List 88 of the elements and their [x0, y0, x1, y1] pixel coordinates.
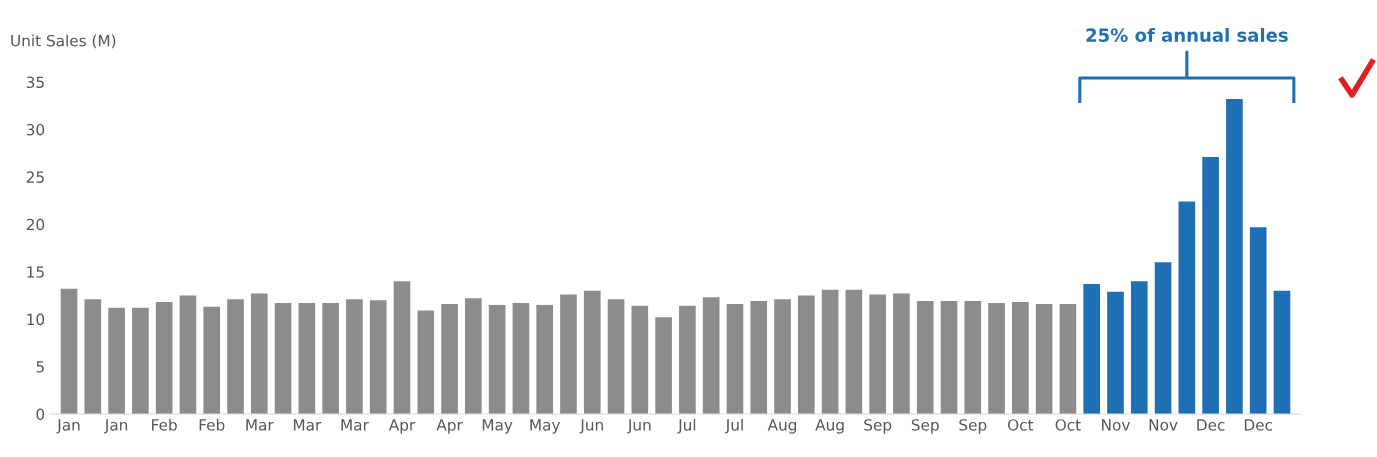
bar [1202, 156, 1219, 414]
bar [322, 303, 339, 414]
x-tick-label: Feb [152, 418, 177, 431]
y-tick-label: 15 [27, 266, 44, 278]
bar [155, 302, 173, 414]
bar [916, 301, 934, 414]
bar [1226, 99, 1243, 414]
x-tick-label: Nov [1102, 419, 1130, 431]
x-tick-label: Jun [627, 419, 651, 434]
bar [1059, 303, 1077, 414]
x-tick-label: Apr [388, 419, 416, 434]
bar [1083, 284, 1101, 414]
y-axis-title: Unit Sales (M) [11, 34, 116, 49]
y-tick-label: 25 [26, 171, 44, 183]
x-tick-label: Aug [815, 419, 844, 434]
bar [560, 294, 577, 414]
x-tick-label: May [482, 419, 513, 434]
bar [1130, 281, 1148, 414]
bar [893, 293, 910, 414]
bar [940, 301, 958, 414]
x-tick-label: Dec [1244, 419, 1273, 431]
x-tick-label: Mar [341, 419, 369, 431]
bar [1107, 291, 1124, 414]
y-tick-label: 5 [36, 361, 44, 373]
bar [1154, 262, 1172, 414]
y-tick-label: 30 [26, 123, 45, 136]
bar [607, 299, 625, 414]
bar [84, 299, 102, 414]
bar [488, 304, 506, 414]
x-tick-label: Sep [911, 419, 939, 434]
x-tick-label: Mar [246, 419, 274, 431]
bar [774, 299, 791, 414]
bar [726, 303, 744, 414]
bar [631, 305, 649, 414]
x-tick-label: Aug [767, 419, 797, 434]
bar [679, 305, 696, 414]
x-tick-label: Nov [1149, 419, 1178, 431]
y-tick-label: 20 [26, 218, 45, 231]
y-tick-label: 35 [26, 76, 44, 89]
bar [750, 301, 768, 414]
x-tick-label: Oct [1055, 419, 1081, 431]
bar [250, 293, 268, 414]
x-tick-label: Apr [436, 419, 463, 434]
bar [797, 295, 815, 414]
bar [298, 303, 316, 414]
bar [369, 300, 387, 414]
bar [417, 310, 435, 414]
bar [845, 289, 863, 414]
bar [655, 317, 672, 414]
bar [274, 303, 292, 414]
bar [108, 307, 125, 414]
x-tick-label: Jul [724, 418, 743, 434]
x-tick-label: Dec [1197, 419, 1225, 431]
bar [583, 290, 601, 414]
bar [203, 306, 221, 414]
x-tick-label: Oct [1008, 419, 1034, 431]
bar [702, 297, 720, 414]
bar [988, 303, 1005, 414]
x-tick-label: Feb [199, 418, 225, 431]
x-tick-label: Jan [56, 419, 80, 434]
bar [1273, 290, 1291, 414]
bar [869, 294, 886, 414]
bar [536, 304, 554, 414]
bar [1178, 201, 1196, 414]
x-tick-label: Jan [104, 419, 128, 434]
bar [393, 281, 411, 414]
text: 25% of annual sales [1086, 28, 1288, 42]
bar [227, 299, 244, 414]
y-tick-label: 0 [36, 408, 45, 421]
x-tick-label: Sep [959, 419, 987, 434]
x-tick-label: Mar [293, 419, 322, 431]
bar [179, 295, 197, 414]
bar [346, 299, 363, 414]
bar [964, 301, 982, 414]
bar [465, 298, 482, 414]
bar [132, 307, 149, 414]
bar [821, 289, 839, 414]
bar [1035, 303, 1053, 414]
x-tick-label: Jun [579, 419, 603, 434]
bar [441, 303, 458, 414]
bar [512, 303, 530, 414]
x-tick-label: May [530, 419, 561, 434]
bar [60, 288, 78, 414]
x-tick-label: Sep [864, 419, 892, 434]
x-tick-label: Jul [677, 418, 696, 434]
bar [1249, 227, 1267, 414]
y-tick-label: 10 [27, 313, 45, 326]
bar [1012, 302, 1029, 414]
